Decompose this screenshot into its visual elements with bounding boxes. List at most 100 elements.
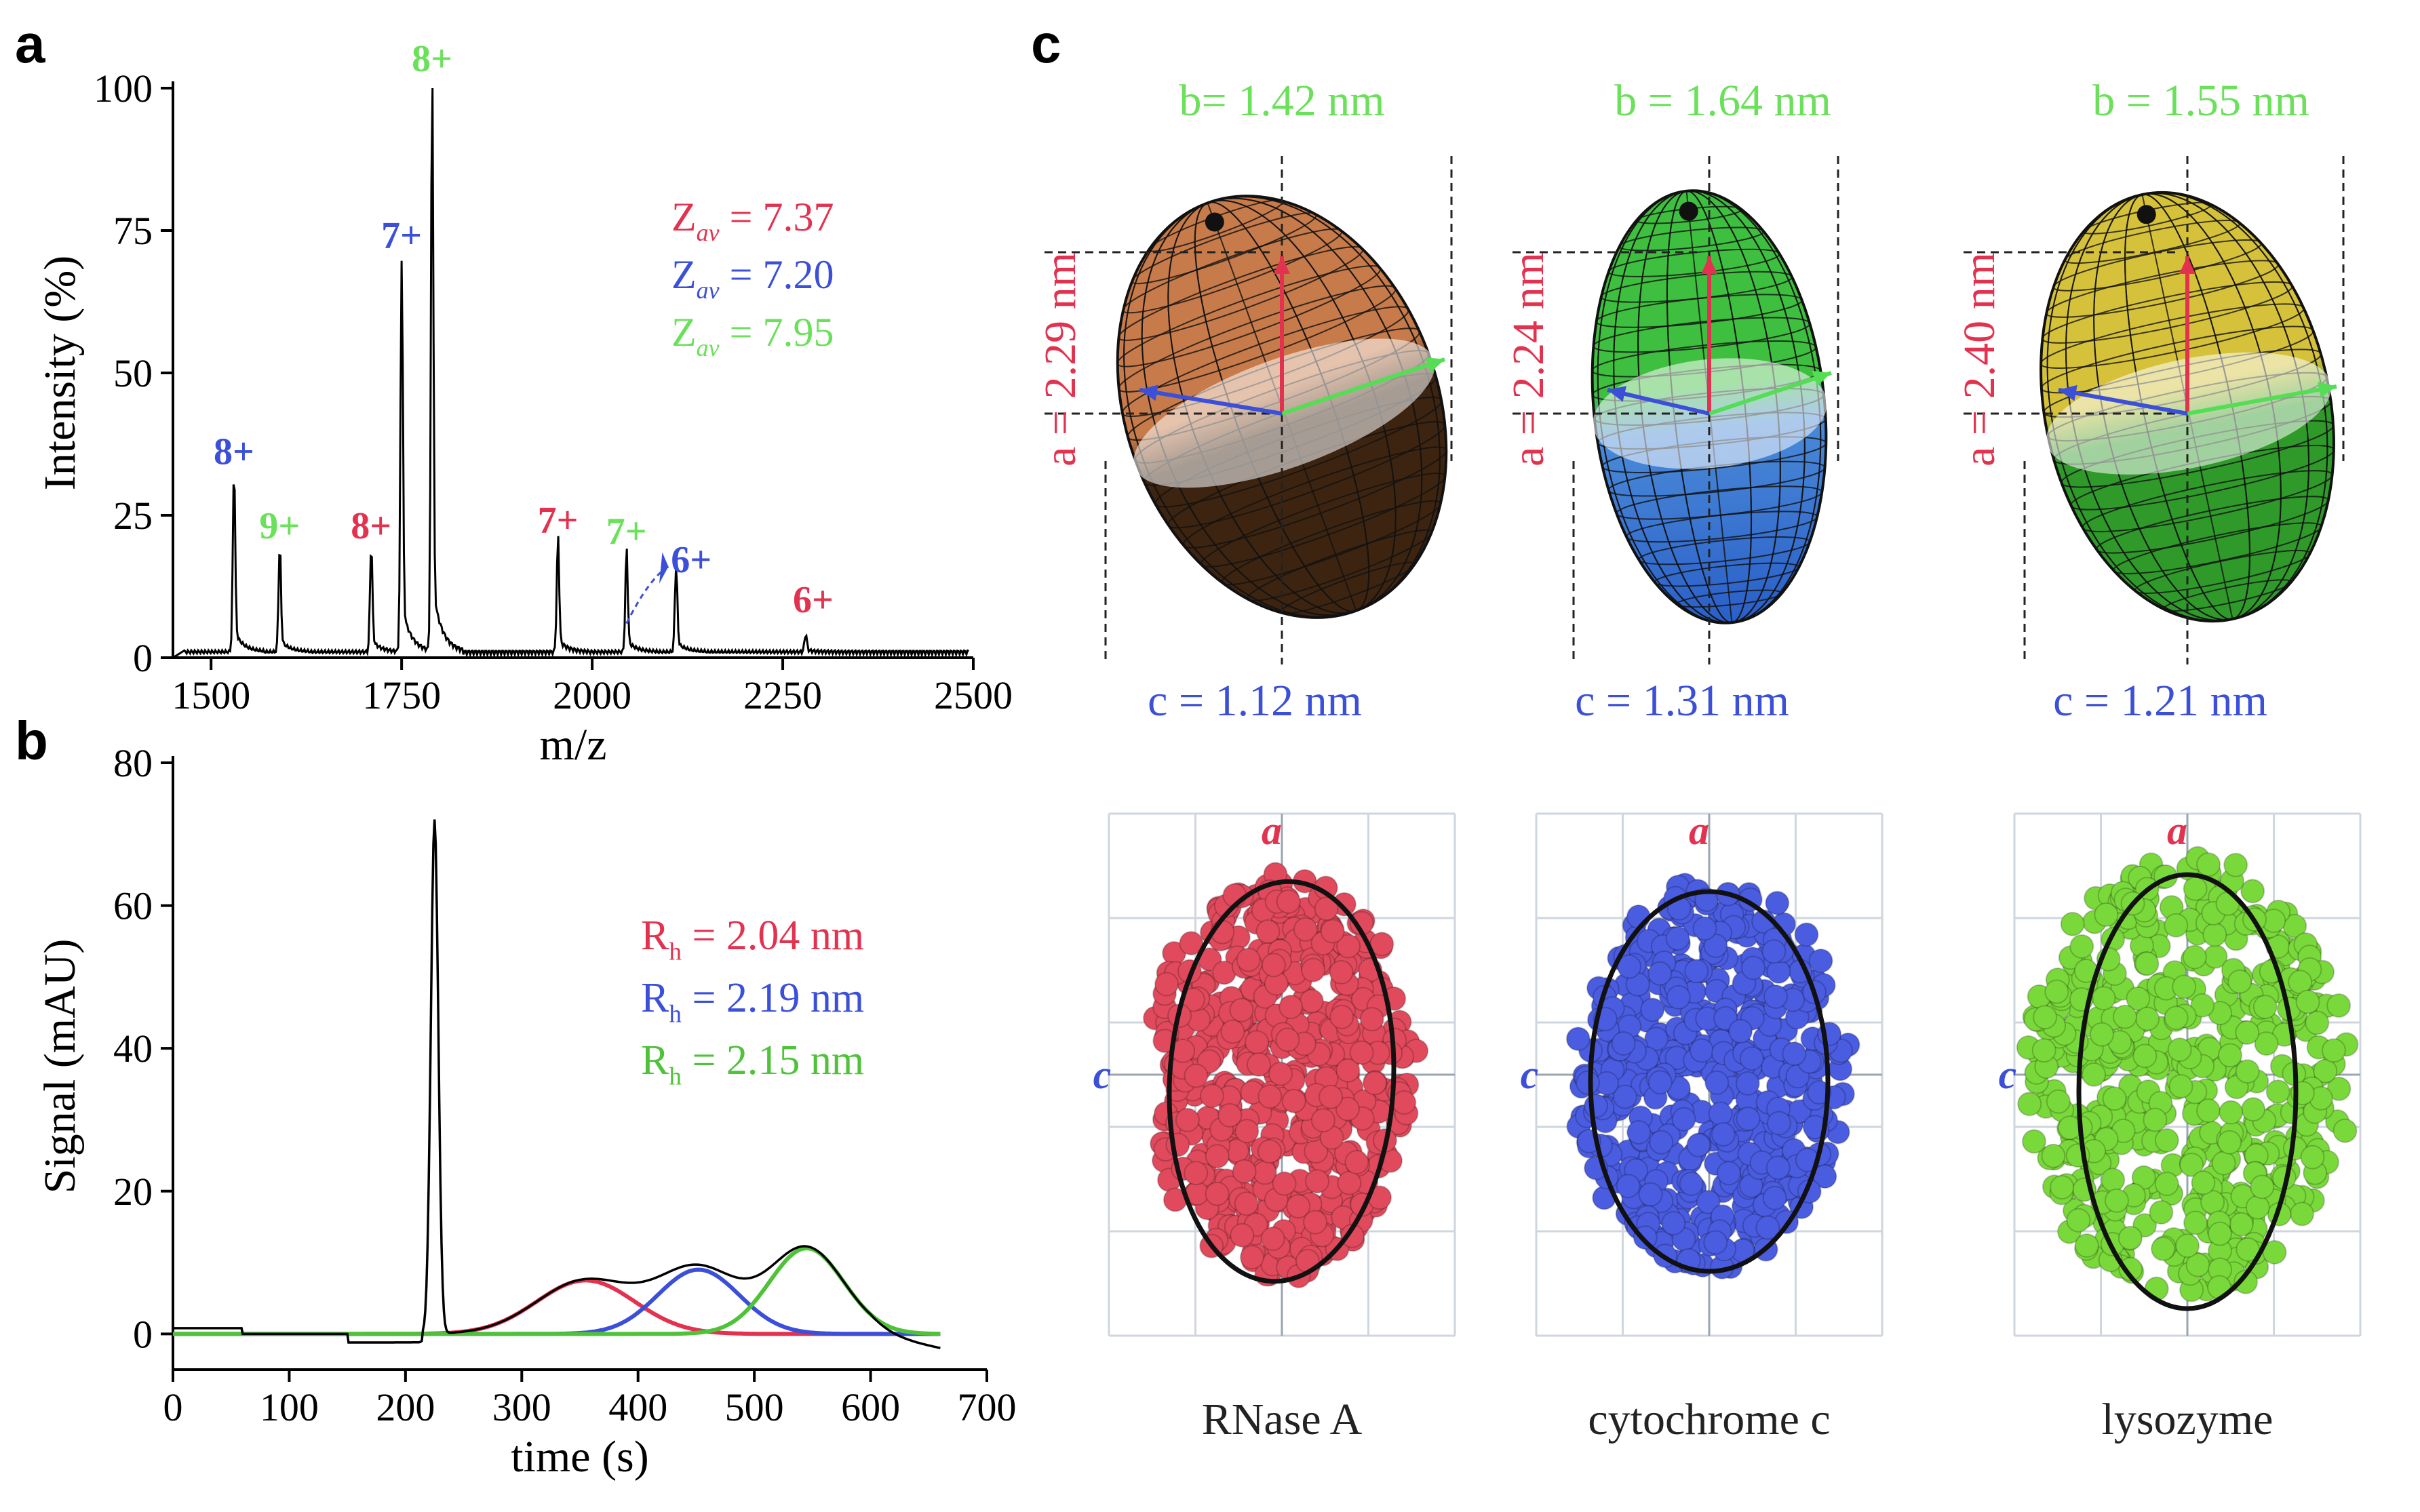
atom <box>1247 1052 1271 1077</box>
atom <box>2104 1188 2129 1213</box>
axis-c-label: c <box>1999 1052 2017 1097</box>
atom <box>1303 1210 1328 1235</box>
atom <box>2041 1143 2066 1168</box>
signal-trace <box>173 819 941 1349</box>
atom <box>2033 1005 2058 1030</box>
atom <box>1319 1084 1344 1109</box>
atom <box>1217 1102 1243 1128</box>
atom <box>2102 1086 2127 1111</box>
panel-c-ellipsoids: b= 1.42 nm a = 2.29 nm c = 1.12 nm a c RNase … <box>1036 76 2362 1444</box>
parallel <box>1118 246 1364 341</box>
x-tick-label: 2000 <box>553 673 631 717</box>
panel-a-mass-spectrum: 1500 1750 2000 2250 2500 0 25 50 75 100 m/z Intensi… <box>35 38 1013 770</box>
atom <box>2305 1010 2330 1035</box>
panel-a-letter: a <box>15 14 45 74</box>
atom <box>2196 852 2221 877</box>
atom <box>2240 879 2265 904</box>
atom <box>1782 1041 1807 1066</box>
atom <box>1696 1189 1721 1214</box>
x-tick-label: 1500 <box>172 673 250 717</box>
atom <box>1713 1006 1738 1031</box>
y-axis-label: Intensity (%) <box>35 256 85 490</box>
parallel <box>2082 470 2333 533</box>
fit-ellipse <box>2076 872 2299 1311</box>
parallel <box>1118 285 1397 393</box>
x-tick-label: 500 <box>725 1385 784 1429</box>
atom <box>1755 1215 1780 1240</box>
atom <box>1704 1070 1730 1095</box>
c-axis-arrow <box>2058 388 2188 416</box>
y-tick-label: 0 <box>133 1312 153 1356</box>
spectrum-trace <box>172 87 969 659</box>
atom <box>2233 1269 2258 1294</box>
atom <box>2149 1200 2174 1225</box>
atom <box>1671 1107 1696 1132</box>
parallel <box>2042 281 2293 344</box>
atom <box>1692 916 1717 941</box>
atom <box>2227 969 2252 994</box>
x-axis-label: time (s) <box>511 1432 648 1481</box>
parallel <box>1595 294 1803 328</box>
atom <box>1337 1170 1362 1195</box>
atom <box>2207 1221 2232 1246</box>
y-tick-label: 40 <box>113 1027 153 1071</box>
legend-entry: Zav = 7.20 <box>671 252 834 304</box>
atom <box>1647 1070 1673 1095</box>
parallel <box>2046 260 2279 318</box>
y-tick-label: 50 <box>113 351 153 395</box>
parallel <box>1116 265 1382 367</box>
atom <box>1703 933 1728 958</box>
a-axis-arrow-head <box>1701 256 1717 274</box>
atom <box>1665 926 1690 951</box>
atom <box>1626 904 1651 929</box>
atom <box>2250 1174 2275 1199</box>
atom <box>1205 1144 1230 1169</box>
atom <box>1281 1088 1306 1113</box>
fit-ellipse <box>1588 889 1831 1274</box>
b-axis-arrow-head <box>2318 381 2337 398</box>
atom <box>1736 1107 1761 1132</box>
atom <box>1205 1181 1230 1206</box>
peak-label: 7+ <box>606 511 647 553</box>
atom <box>2300 1145 2325 1170</box>
atom <box>2217 1130 2242 1155</box>
atom <box>1711 1122 1736 1147</box>
a-label: a = 2.29 nm <box>1036 252 1085 466</box>
atom <box>2190 993 2215 1018</box>
atom <box>2290 1201 2314 1227</box>
atom <box>1299 989 1324 1014</box>
atom <box>2044 979 2069 1004</box>
parallel <box>1247 529 1433 601</box>
atom <box>1679 1171 1704 1196</box>
peak-label: 6+ <box>671 539 711 581</box>
atom <box>1184 1063 1209 1088</box>
atom <box>1349 1040 1374 1065</box>
atom <box>1739 1046 1764 1071</box>
atom <box>1359 1007 1384 1032</box>
atom <box>2183 876 2208 901</box>
x-tick-label: 100 <box>260 1385 319 1429</box>
atom <box>1626 1120 1652 1145</box>
atom <box>2202 922 2227 947</box>
legend-entry: Rh = 2.15 nm <box>641 1037 864 1091</box>
atom <box>1229 997 1254 1022</box>
parallel <box>1676 589 1783 608</box>
atom <box>1689 1038 1714 1063</box>
y-axis-label: Signal (mAU) <box>35 939 85 1194</box>
atom <box>1230 1222 1255 1248</box>
atom <box>1272 1171 1297 1196</box>
atom <box>2313 1058 2338 1083</box>
atom <box>1154 972 1179 997</box>
atom <box>2082 1062 2107 1087</box>
dashed-arrow <box>625 565 669 624</box>
parallel <box>1200 473 1446 568</box>
c-axis-arrow-head <box>1607 386 1627 402</box>
atom <box>1616 1174 1641 1199</box>
atom <box>1638 1182 1663 1207</box>
atom <box>1576 1070 1600 1095</box>
a-label: a = 2.40 nm <box>1955 252 2004 466</box>
c-axis-arrow-head <box>2058 384 2077 401</box>
atom <box>1255 919 1281 944</box>
atom <box>2326 993 2351 1018</box>
atom <box>2131 1165 2156 1190</box>
